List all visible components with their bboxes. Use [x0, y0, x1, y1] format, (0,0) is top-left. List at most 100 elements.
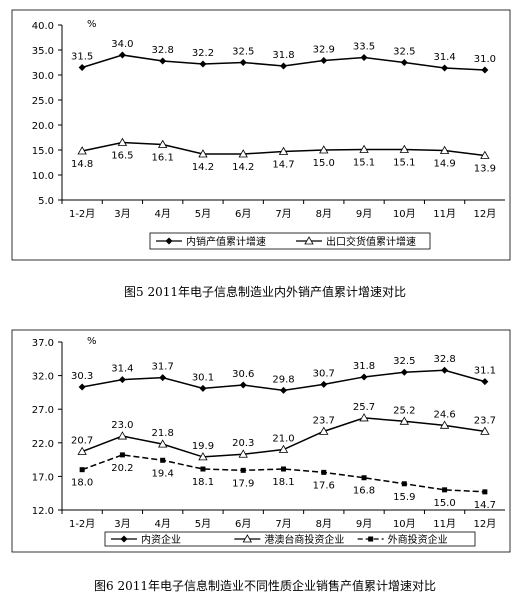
y-tick-label: 35.0	[32, 46, 54, 57]
value-label: 31.8	[353, 361, 375, 372]
marker	[157, 439, 168, 448]
value-label: 15.1	[353, 158, 375, 169]
marker	[77, 446, 87, 455]
value-label: 14.7	[474, 500, 496, 511]
value-label: 32.2	[192, 48, 214, 59]
legend-label: 港澳台商投资企业	[264, 533, 344, 546]
value-label: 31.0	[474, 54, 496, 65]
value-label: 18.0	[71, 478, 93, 489]
y-tick-label: 22.0	[32, 439, 54, 450]
legend-frame	[104, 531, 476, 547]
value-label: 16.8	[353, 486, 375, 497]
value-label: 21.0	[272, 434, 294, 445]
marker	[441, 64, 449, 72]
y-tick-label: 27.0	[32, 405, 54, 416]
marker	[399, 144, 410, 153]
x-tick-label: 12月	[473, 208, 496, 220]
value-label: 16.1	[152, 153, 174, 164]
marker	[239, 59, 247, 66]
marker	[199, 384, 207, 392]
marker	[359, 413, 369, 422]
marker	[199, 60, 207, 68]
y-tick-label: 15.0	[32, 146, 54, 157]
marker	[482, 489, 488, 495]
marker	[480, 426, 490, 435]
value-label: 14.9	[433, 159, 455, 170]
y-tick-label: 40.0	[32, 21, 54, 32]
marker	[118, 51, 126, 59]
marker	[78, 64, 86, 71]
marker	[240, 467, 246, 473]
value-label: 18.1	[272, 477, 294, 488]
marker	[280, 62, 287, 70]
chart-frame	[11, 9, 511, 261]
value-label: 17.6	[313, 480, 335, 491]
marker	[198, 149, 208, 158]
value-label: 30.1	[192, 372, 214, 383]
value-label: 24.6	[433, 409, 455, 420]
marker	[242, 534, 253, 543]
y-tick-label: 25.0	[32, 96, 54, 107]
legend-label: 外商投资企业	[388, 533, 448, 546]
legend-frame	[149, 232, 431, 250]
marker	[481, 66, 489, 74]
marker	[120, 535, 128, 543]
value-label: 32.9	[313, 45, 335, 56]
marker	[79, 467, 85, 473]
marker	[159, 57, 167, 65]
marker	[281, 466, 286, 472]
y-tick-label: 20.0	[32, 121, 54, 132]
marker	[117, 137, 128, 146]
marker	[198, 452, 208, 461]
value-label: 31.7	[152, 362, 174, 373]
value-label: 16.5	[111, 151, 133, 162]
value-label: 20.3	[232, 438, 254, 449]
marker	[278, 146, 289, 155]
value-label: 17.9	[232, 478, 254, 489]
marker	[319, 426, 329, 435]
marker	[361, 475, 367, 481]
legend-label: 内销产值累计增速	[186, 235, 266, 248]
value-label: 31.4	[433, 52, 455, 63]
marker	[304, 236, 314, 245]
x-tick-label: 3月	[114, 518, 130, 530]
marker	[368, 536, 374, 542]
marker	[400, 59, 408, 66]
value-label: 32.5	[393, 47, 415, 58]
value-label: 13.9	[474, 164, 496, 175]
x-tick-label: 7月	[275, 518, 291, 530]
x-tick-label: 8月	[316, 518, 332, 530]
value-label: 31.5	[71, 52, 93, 63]
marker	[77, 146, 87, 155]
marker	[481, 378, 489, 386]
x-tick-label: 5月	[195, 518, 211, 530]
value-label: 14.2	[232, 162, 254, 173]
x-tick-label: 11月	[433, 208, 456, 220]
x-tick-label: 5月	[195, 208, 211, 220]
value-label: 14.2	[192, 162, 214, 173]
legend-label: 内资企业	[141, 533, 181, 546]
value-label: 14.7	[272, 160, 294, 171]
marker	[320, 380, 328, 388]
y-tick-label: 17.0	[32, 472, 54, 483]
x-tick-label: 9月	[356, 518, 372, 530]
value-label: 31.4	[111, 364, 133, 375]
value-label: 21.8	[152, 428, 174, 439]
value-label: 31.1	[474, 366, 496, 377]
marker	[117, 431, 128, 440]
marker	[359, 144, 369, 153]
value-label: 19.9	[192, 441, 214, 452]
value-label: 23.0	[111, 420, 133, 431]
marker	[119, 452, 125, 458]
x-tick-label: 10月	[393, 518, 416, 530]
value-label: 29.8	[272, 374, 294, 385]
value-label: 23.7	[313, 415, 335, 426]
marker	[320, 57, 328, 64]
value-label: 20.7	[71, 436, 93, 447]
marker	[238, 149, 248, 158]
value-label: 30.6	[232, 369, 254, 380]
value-label: 15.9	[393, 492, 415, 503]
value-label: 33.5	[353, 42, 375, 53]
